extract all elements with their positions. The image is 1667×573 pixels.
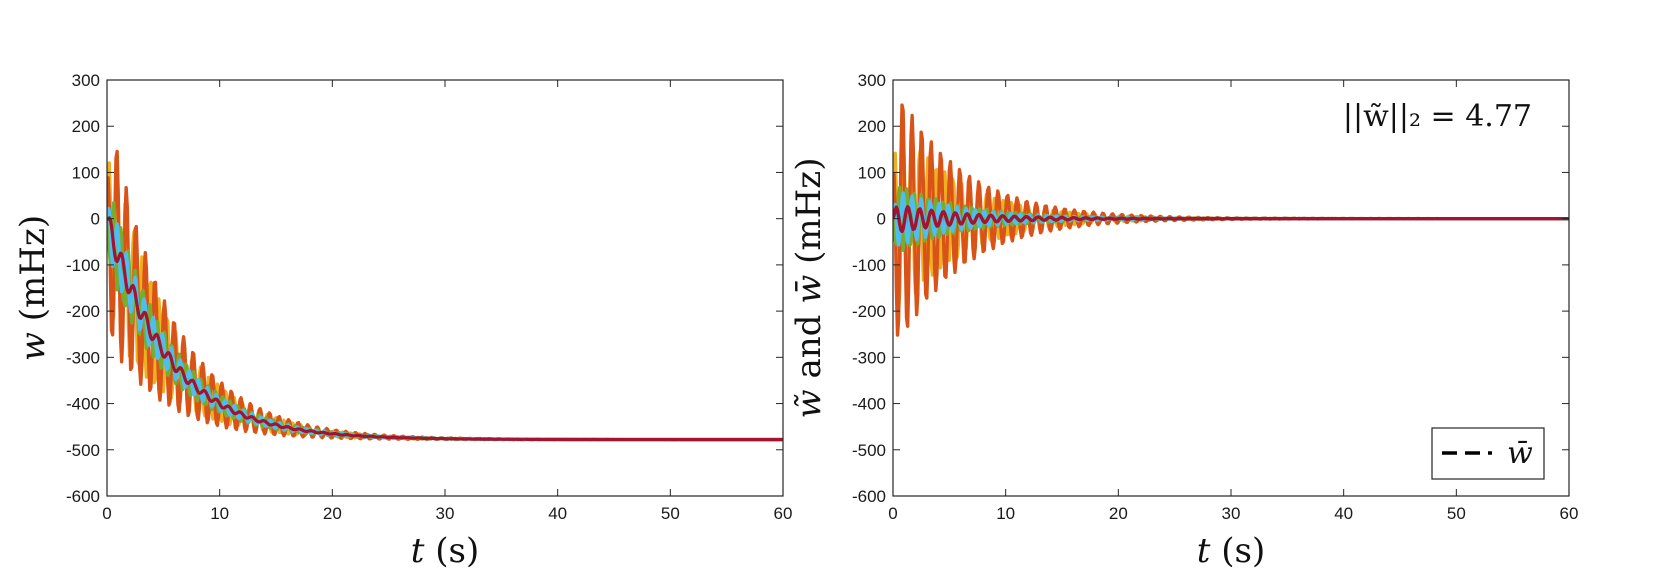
y-tick-label-right: -600 <box>852 487 886 506</box>
legend: w̄ <box>1431 427 1545 480</box>
y-tick-label-left: 0 <box>91 210 100 229</box>
x-tick-label-left: 50 <box>661 504 680 523</box>
y-tick-label-left: -400 <box>66 395 100 414</box>
y-tick-label-right: 100 <box>858 163 886 182</box>
ticks-right: 0 10 20 30 40 50 60 300 200 100 0 -100 -200 -300 -400 -… <box>852 71 1578 523</box>
y-tick-label-right: 300 <box>858 71 886 90</box>
x-tick-label-right: 60 <box>1560 504 1579 523</box>
y-tick-label-right: -400 <box>852 395 886 414</box>
y-tick-label-left: -200 <box>66 302 100 321</box>
y-tick-label-right: -100 <box>852 256 886 275</box>
y-tick-label-left: 100 <box>72 163 100 182</box>
legend-label-wbar: w̄ <box>1507 436 1533 471</box>
y-tick-label-right: 0 <box>877 210 886 229</box>
x-tick-label-left: 40 <box>548 504 567 523</box>
chart-right: 0 10 20 30 40 50 60 300 200 100 0 -100 -200 -300 -400 -… <box>789 71 1578 571</box>
x-tick-label-left: 30 <box>436 504 455 523</box>
y-tick-label-right: -200 <box>852 302 886 321</box>
y-tick-label-left: 200 <box>72 117 100 136</box>
y-tick-label-left: -500 <box>66 441 100 460</box>
series-line-left-5 <box>107 216 783 442</box>
y-tick-label-right: -300 <box>852 348 886 367</box>
y-axis-label-right: w̃ and w̄ (mHz) <box>789 158 829 419</box>
norm-annotation: ||w̃||₂ = 4.77 <box>1343 99 1532 134</box>
y-tick-label-left: -600 <box>66 487 100 506</box>
ticks-left: 0 10 20 30 40 50 60 300 200 100 0 -100 -200 -300 -400 -… <box>66 71 792 523</box>
x-tick-label-right: 40 <box>1334 504 1353 523</box>
x-tick-label-right: 0 <box>888 504 897 523</box>
y-tick-label-left: -100 <box>66 256 100 275</box>
x-axis-label-right: t (s) <box>1197 531 1265 571</box>
y-tick-label-right: -500 <box>852 441 886 460</box>
series-group-right <box>893 103 1569 337</box>
y-axis-label-left: w (mHz) <box>13 215 53 361</box>
y-tick-label-right: 200 <box>858 117 886 136</box>
x-tick-label-right: 50 <box>1447 504 1466 523</box>
x-tick-label-right: 10 <box>996 504 1015 523</box>
series-line-right-5 <box>893 205 1569 234</box>
x-tick-label-right: 30 <box>1222 504 1241 523</box>
y-tick-label-left: 300 <box>72 71 100 90</box>
x-axis-label-left: t (s) <box>411 531 479 571</box>
x-tick-label-left: 0 <box>102 504 111 523</box>
x-tick-label-left: 60 <box>774 504 793 523</box>
chart-left: 0 10 20 30 40 50 60 300 200 100 0 -100 -200 -300 -400 -… <box>13 71 792 571</box>
y-tick-label-left: -300 <box>66 348 100 367</box>
x-tick-label-left: 20 <box>323 504 342 523</box>
series-group-left <box>107 149 783 442</box>
x-tick-label-right: 20 <box>1109 504 1128 523</box>
x-tick-label-left: 10 <box>210 504 229 523</box>
